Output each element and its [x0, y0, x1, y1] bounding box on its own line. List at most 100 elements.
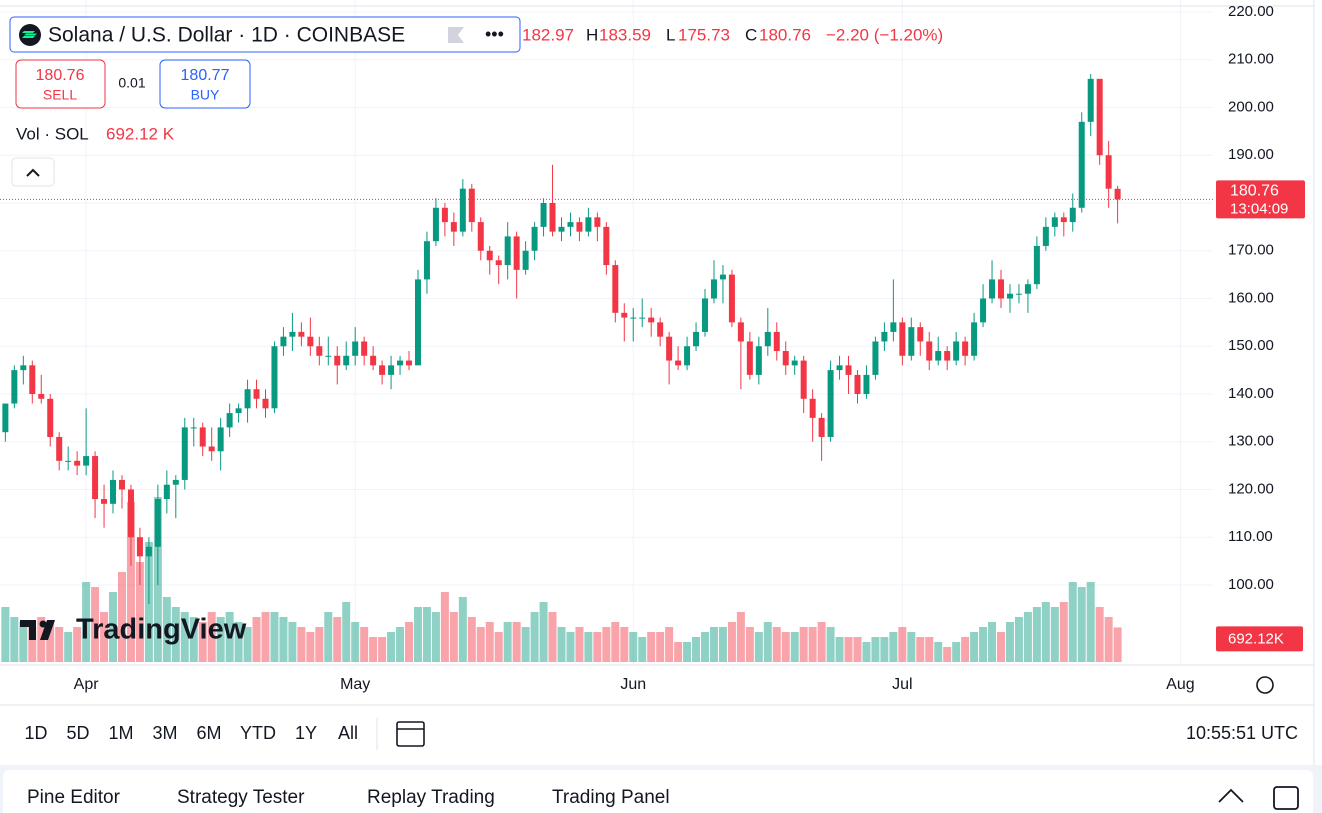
- y-tick-label: 160.00: [1228, 289, 1274, 306]
- y-tick-label: 200.00: [1228, 98, 1274, 115]
- volume-bar: [431, 612, 440, 662]
- clock: 10:55:51 UTC: [1186, 723, 1298, 743]
- volume-bar: [736, 612, 745, 662]
- y-tick-label: 210.00: [1228, 51, 1274, 68]
- volume-bar: [620, 627, 629, 662]
- volume-bar: [405, 622, 414, 662]
- buy-label: BUY: [191, 87, 220, 103]
- expand-panel-icon[interactable]: [1218, 788, 1244, 803]
- candle-body: [136, 537, 143, 557]
- volume-bar: [970, 632, 979, 662]
- settings-icon[interactable]: [1256, 676, 1274, 694]
- sell-button[interactable]: [15, 59, 106, 109]
- volume-bar: [557, 627, 566, 662]
- volume-bar: [1032, 607, 1041, 662]
- volume-bar: [835, 637, 844, 662]
- range-button[interactable]: 1M: [108, 723, 133, 743]
- candle-body: [441, 207, 448, 223]
- candle-body: [29, 365, 36, 394]
- candle-body: [379, 365, 386, 375]
- candle-body: [549, 202, 556, 232]
- volume-bar: [925, 637, 934, 662]
- candle-body: [450, 222, 457, 232]
- collapse-button[interactable]: [11, 157, 55, 187]
- candle-body: [83, 456, 90, 466]
- x-tick-label: Jun: [620, 676, 646, 693]
- candle-body: [262, 398, 269, 409]
- candle-body: [719, 274, 726, 280]
- volume-bar: [270, 612, 279, 662]
- last-price-badge: [1216, 180, 1305, 219]
- candle-body: [226, 413, 233, 428]
- candle-body: [567, 222, 574, 227]
- date-range-button[interactable]: [396, 721, 425, 747]
- symbol-box[interactable]: [9, 16, 521, 53]
- candle-body: [935, 351, 942, 361]
- range-button[interactable]: 3M: [152, 723, 177, 743]
- candle-body: [657, 322, 664, 337]
- volume-bar: [889, 632, 898, 662]
- volume-pane: [1, 497, 1122, 662]
- volume-bar: [799, 627, 808, 662]
- range-button[interactable]: 1Y: [295, 723, 317, 743]
- volume-bar: [602, 627, 611, 662]
- volume-bar: [126, 502, 135, 662]
- candle-body: [1105, 155, 1112, 189]
- panel-tab[interactable]: Pine Editor: [27, 787, 121, 808]
- bottom-tabs: Pine Editor Strategy Tester Replay Trading…: [27, 787, 670, 808]
- range-toolbar: 1D 5D 1M 3M 6M YTD 1Y All: [24, 723, 358, 743]
- candle-body: [477, 222, 484, 251]
- range-button[interactable]: 5D: [66, 723, 89, 743]
- candle-body: [764, 331, 771, 347]
- volume-bar: [476, 627, 485, 662]
- candle-body: [639, 317, 646, 319]
- candle-body: [576, 222, 583, 232]
- volume-bar: [1059, 602, 1068, 662]
- candle-body: [154, 499, 161, 547]
- candle-body: [1087, 78, 1094, 122]
- panel-tab[interactable]: Replay Trading: [367, 787, 495, 808]
- volume-bar: [1104, 617, 1113, 662]
- candle-body: [558, 226, 565, 232]
- candle-body: [406, 360, 413, 366]
- sell-label: SELL: [43, 87, 77, 103]
- y-tick-label: 150.00: [1228, 337, 1274, 354]
- candle-body: [199, 427, 206, 447]
- volume-bar: [342, 602, 351, 662]
- candle-body: [370, 355, 377, 366]
- candle-body: [253, 389, 260, 399]
- candle-body: [1033, 245, 1040, 285]
- candle-body: [432, 207, 439, 242]
- volume-bar: [943, 647, 952, 662]
- candle-body: [818, 417, 825, 437]
- range-button[interactable]: 6M: [196, 723, 221, 743]
- volume-bar: [1041, 602, 1050, 662]
- volume-bar: [817, 622, 826, 662]
- volume-bar: [521, 627, 530, 662]
- candle-body: [899, 322, 906, 356]
- y-tick-label: 120.00: [1228, 480, 1274, 497]
- ohlc-low-key: L: [666, 25, 675, 44]
- range-button[interactable]: YTD: [240, 723, 276, 743]
- bottom-panel: [3, 770, 1313, 813]
- candle-body: [172, 479, 179, 485]
- more-button[interactable]: •••: [485, 24, 504, 44]
- range-button[interactable]: 1D: [24, 723, 47, 743]
- ohlc-open: 182.97: [522, 25, 574, 44]
- maximize-panel-icon[interactable]: [1273, 786, 1299, 810]
- candle-body: [110, 479, 117, 504]
- ohlc-close-key: C: [745, 25, 757, 44]
- volume-bar: [1050, 607, 1059, 662]
- range-button[interactable]: All: [338, 723, 358, 743]
- volume-bar: [494, 632, 503, 662]
- volume-bar: [692, 637, 701, 662]
- volume-bar: [1005, 622, 1014, 662]
- panel-tab[interactable]: Trading Panel: [552, 787, 670, 808]
- panel-tab[interactable]: Strategy Tester: [177, 787, 305, 808]
- volume-bar: [674, 642, 683, 662]
- candle-body: [648, 317, 655, 323]
- candle-body: [92, 456, 99, 500]
- candle-body: [836, 365, 843, 371]
- buy-button[interactable]: [159, 59, 251, 109]
- candle-body: [890, 322, 897, 332]
